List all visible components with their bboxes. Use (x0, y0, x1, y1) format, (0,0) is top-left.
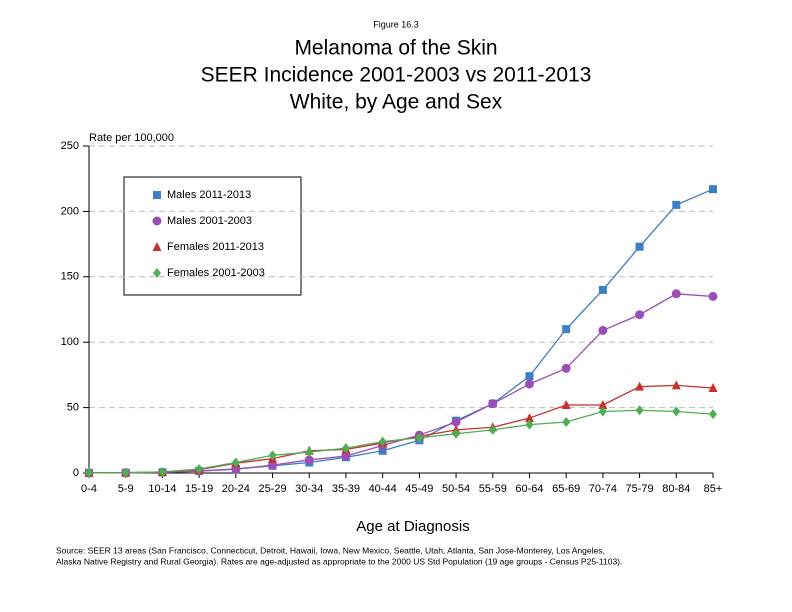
x-tick-label: 80-84 (662, 483, 690, 495)
x-tick-label: 20-24 (222, 483, 250, 495)
marker (598, 399, 608, 409)
marker (415, 432, 424, 443)
x-tick-label: 10-14 (148, 483, 176, 495)
marker (231, 457, 240, 468)
plot-area (84, 185, 718, 478)
x-tick-label: 0-4 (81, 483, 97, 495)
y-tick-label: 50 (67, 402, 79, 414)
x-tick-label: 70-74 (589, 483, 617, 495)
chart-title: SEER Incidence 2001-2003 vs 2011-2013 (201, 64, 592, 87)
legend-label: Males 2001-2003 (167, 215, 252, 227)
marker (671, 380, 681, 390)
marker (268, 460, 278, 470)
legend-marker (153, 268, 161, 278)
x-tick-label: 75-79 (626, 483, 654, 495)
x-tick-label: 65-69 (552, 483, 580, 495)
y-tick-label: 100 (61, 336, 79, 348)
y-tick-label: 150 (61, 271, 79, 283)
x-tick-label: 30-34 (295, 483, 323, 495)
x-tick-label: 50-54 (442, 483, 470, 495)
legend-marker (152, 216, 162, 226)
marker (304, 455, 314, 465)
chart-title: White, by Age and Sex (290, 91, 503, 114)
marker (524, 413, 534, 423)
marker (635, 242, 644, 251)
marker (708, 291, 718, 301)
marker (672, 406, 681, 417)
marker (708, 382, 718, 392)
marker (525, 419, 534, 430)
marker (378, 446, 387, 455)
legend-marker (152, 242, 162, 251)
marker (562, 325, 571, 334)
x-tick-label: 25-29 (258, 483, 286, 495)
x-tick-label: 60-64 (515, 483, 543, 495)
marker (672, 200, 681, 209)
marker (158, 466, 167, 477)
marker (635, 381, 645, 391)
y-tick-label: 200 (61, 205, 79, 217)
marker (709, 409, 717, 420)
legend-label: Males 2011-2013 (167, 189, 251, 201)
marker (305, 447, 314, 458)
x-tick-label: 85+ (704, 483, 723, 495)
x-axis-title: Age at Diagnosis (356, 518, 469, 535)
source-note: Source: SEER 13 areas (San Francisco, Co… (56, 545, 605, 555)
x-tick-label: 35-39 (332, 483, 360, 495)
marker (671, 289, 681, 299)
marker (378, 436, 387, 447)
legend-marker (153, 191, 161, 199)
marker (562, 416, 571, 427)
marker (85, 467, 93, 478)
marker (561, 399, 571, 409)
series-line (88, 409, 714, 474)
legend: Males 2011-2013 Males 2001-2003 Females 20… (152, 189, 265, 279)
marker (598, 406, 607, 417)
marker (525, 372, 534, 381)
source-note: Alaska Native Registry and Rural Georgia… (56, 556, 622, 566)
marker (635, 405, 644, 416)
marker (341, 451, 351, 461)
legend-label: Females 2011-2013 (167, 241, 264, 253)
marker (488, 424, 497, 435)
marker (451, 417, 461, 427)
chart-title: Melanoma of the Skin (294, 37, 497, 60)
marker (561, 363, 571, 373)
marker (195, 464, 204, 475)
marker (488, 399, 498, 409)
x-tick-label: 45-49 (405, 483, 433, 495)
series-line (88, 384, 714, 474)
marker (709, 185, 717, 194)
x-tick-label: 15-19 (185, 483, 213, 495)
marker (524, 379, 534, 389)
marker (341, 443, 350, 454)
legend-label: Females 2001-2003 (167, 267, 265, 279)
figure-label: Figure 16.3 (373, 19, 419, 29)
marker (121, 467, 130, 478)
x-tick-label: 5-9 (118, 483, 134, 495)
axes: 0 50 100 150 200 250 0-4 5-9 10-14 15-19 20-24 25-2… (61, 140, 723, 495)
marker (268, 450, 277, 461)
marker (635, 310, 645, 320)
marker (598, 285, 607, 294)
marker (598, 325, 608, 335)
y-axis-title: Rate per 100,000 (89, 132, 174, 144)
y-tick-label: 0 (73, 467, 79, 479)
y-tick-label: 250 (61, 140, 79, 152)
x-tick-label: 40-44 (369, 483, 397, 495)
marker (452, 428, 461, 439)
grid (89, 145, 713, 409)
x-tick-label: 55-59 (479, 483, 507, 495)
